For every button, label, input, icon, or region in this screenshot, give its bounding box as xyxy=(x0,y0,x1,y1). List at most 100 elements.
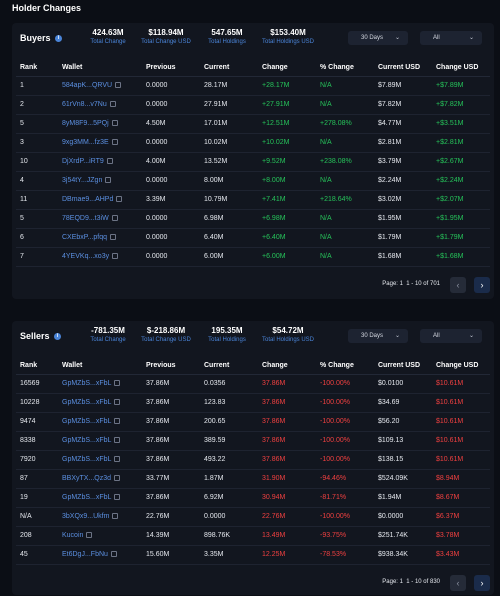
wallet-link[interactable]: Kucoin xyxy=(58,526,142,546)
wallet-link[interactable]: 3j54tY...JZgn xyxy=(58,171,142,191)
wallet-link[interactable]: 4YEVKq...xo3y xyxy=(58,247,142,267)
column-header-pct-change[interactable]: % Change xyxy=(316,358,374,375)
table-row[interactable]: 5 8yM8F9...5PQj 4.50M 17.01M +12.51M +278.08%… xyxy=(16,114,490,134)
chevron-left-icon[interactable]: ‹ xyxy=(450,277,466,293)
table-row[interactable]: 8338 GpMZbS...xFbL 37.86M 389.59 37.86M -100.… xyxy=(16,431,490,451)
wallet-link[interactable]: 9xg3MM...fz3E xyxy=(58,133,142,153)
column-header-previous[interactable]: Previous xyxy=(142,60,200,77)
column-header-pct-change[interactable]: % Change xyxy=(316,60,374,77)
wallet-link-text[interactable]: 3j54tY...JZgn xyxy=(62,177,103,184)
table-row[interactable]: 6 CXEbxP...pfqq 0.0000 6.40M +6.40M N/A $1.79M… xyxy=(16,228,490,248)
table-row[interactable]: 19 GpMZbS...xFbL 37.86M 6.92M 30.94M -81.71% $… xyxy=(16,488,490,508)
copy-icon[interactable] xyxy=(110,234,117,240)
wallet-link-text[interactable]: GpMZbS...xFbL xyxy=(62,380,112,387)
copy-icon[interactable] xyxy=(112,253,119,259)
copy-icon[interactable] xyxy=(111,120,118,126)
wallet-link[interactable]: 3bXQx9...Ukfm xyxy=(58,507,142,527)
wallet-link-text[interactable]: GpMZbS...xFbL xyxy=(62,399,112,406)
wallet-link[interactable]: 78EQD9...t3iW xyxy=(58,209,142,229)
copy-icon[interactable] xyxy=(115,82,122,88)
column-header-change-usd[interactable]: Change USD xyxy=(432,358,490,375)
table-row[interactable]: 5 78EQD9...t3iW 0.0000 6.98M +6.98M N/A $1.95M… xyxy=(16,209,490,229)
sellers-period-dropdown[interactable]: 30 Days ⌄ xyxy=(348,329,408,343)
wallet-link[interactable]: DBmae9...AHPd xyxy=(58,190,142,210)
table-row[interactable]: 208 Kucoin 14.39M 898.76K 13.49M -93.75% $251.… xyxy=(16,526,490,546)
wallet-link[interactable]: DjXrdP...iRT9 xyxy=(58,152,142,172)
column-header-rank[interactable]: Rank xyxy=(16,60,58,77)
copy-icon[interactable] xyxy=(106,158,113,164)
wallet-link-text[interactable]: GpMZbS...xFbL xyxy=(62,418,112,425)
table-row[interactable]: 7 4YEVKq...xo3y 0.0000 6.00M +6.00M N/A $1.68M… xyxy=(16,247,490,267)
column-header-current[interactable]: Current xyxy=(200,358,258,375)
wallet-link-text[interactable]: DBmae9...AHPd xyxy=(62,196,114,203)
column-header-change-usd[interactable]: Change USD xyxy=(432,60,490,77)
copy-icon[interactable] xyxy=(116,196,123,202)
wallet-link-text[interactable]: GpMZbS...xFbL xyxy=(62,494,112,501)
wallet-link[interactable]: 61rVn8...v7Nu xyxy=(58,95,142,115)
table-row[interactable]: 3 9xg3MM...fz3E 0.0000 10.02M +10.02M N/A $2.8… xyxy=(16,133,490,153)
table-row[interactable]: 87 BBXyTX...Qz3d 33.77M 1.87M 31.90M -94.46% $… xyxy=(16,469,490,489)
copy-icon[interactable] xyxy=(114,380,121,386)
copy-icon[interactable] xyxy=(114,494,121,500)
copy-icon[interactable] xyxy=(114,456,121,462)
copy-icon[interactable] xyxy=(86,532,93,538)
table-row[interactable]: 2 61rVn8...v7Nu 0.0000 27.91M +27.91M N/A $7.8… xyxy=(16,95,490,115)
wallet-link[interactable]: GpMZbS...xFbL xyxy=(58,393,142,413)
wallet-link-text[interactable]: CXEbxP...pfqq xyxy=(62,234,108,241)
wallet-link[interactable]: GpMZbS...xFbL xyxy=(58,450,142,470)
table-row[interactable]: 10 DjXrdP...iRT9 4.00M 13.52M +9.52M +238.08%… xyxy=(16,152,490,172)
copy-icon[interactable] xyxy=(110,551,117,557)
chevron-right-icon[interactable]: › xyxy=(474,277,490,293)
wallet-link-text[interactable]: DjXrdP...iRT9 xyxy=(62,158,104,165)
wallet-link-text[interactable]: GpMZbS...xFbL xyxy=(62,437,112,444)
wallet-link[interactable]: 584apK...QRVU xyxy=(58,76,142,96)
sellers-filter-dropdown[interactable]: All ⌄ xyxy=(420,329,482,343)
wallet-link-text[interactable]: Et6DgJ...FbNu xyxy=(62,551,108,558)
wallet-link[interactable]: GpMZbS...xFbL xyxy=(58,431,142,451)
info-icon[interactable]: i xyxy=(54,333,61,340)
table-row[interactable]: 10228 GpMZbS...xFbL 37.86M 123.83 37.86M -100… xyxy=(16,393,490,413)
table-row[interactable]: 16569 GpMZbS...xFbL 37.86M 0.0356 37.86M -100… xyxy=(16,374,490,394)
wallet-link-text[interactable]: BBXyTX...Qz3d xyxy=(62,475,112,482)
column-header-current[interactable]: Current xyxy=(200,60,258,77)
wallet-link[interactable]: Et6DgJ...FbNu xyxy=(58,545,142,565)
wallet-link[interactable]: GpMZbS...xFbL xyxy=(58,488,142,508)
chevron-left-icon[interactable]: ‹ xyxy=(450,575,466,591)
wallet-link-text[interactable]: 9xg3MM...fz3E xyxy=(62,139,109,146)
wallet-link-text[interactable]: 584apK...QRVU xyxy=(62,82,113,89)
table-row[interactable]: 4 3j54tY...JZgn 0.0000 8.00M +8.00M N/A $2.24M… xyxy=(16,171,490,191)
info-icon[interactable]: i xyxy=(55,35,62,42)
copy-icon[interactable] xyxy=(109,101,116,107)
copy-icon[interactable] xyxy=(114,399,121,405)
column-header-change[interactable]: Change xyxy=(258,60,316,77)
copy-icon[interactable] xyxy=(114,437,121,443)
wallet-link[interactable]: 8yM8F9...5PQj xyxy=(58,114,142,134)
column-header-current-usd[interactable]: Current USD xyxy=(374,358,432,375)
table-row[interactable]: 11 DBmae9...AHPd 3.39M 10.79M +7.41M +218.64%… xyxy=(16,190,490,210)
wallet-link[interactable]: CXEbxP...pfqq xyxy=(58,228,142,248)
wallet-link-text[interactable]: 78EQD9...t3iW xyxy=(62,215,109,222)
copy-icon[interactable] xyxy=(111,139,118,145)
chevron-right-icon[interactable]: › xyxy=(474,575,490,591)
table-row[interactable]: 9474 GpMZbS...xFbL 37.86M 200.65 37.86M -100.… xyxy=(16,412,490,432)
copy-icon[interactable] xyxy=(111,215,118,221)
copy-icon[interactable] xyxy=(105,177,112,183)
table-row[interactable]: N/A 3bXQx9...Ukfm 22.76M 0.0000 22.76M -100.0… xyxy=(16,507,490,527)
column-header-wallet[interactable]: Wallet xyxy=(58,358,142,375)
wallet-link[interactable]: BBXyTX...Qz3d xyxy=(58,469,142,489)
wallet-link[interactable]: GpMZbS...xFbL xyxy=(58,412,142,432)
column-header-rank[interactable]: Rank xyxy=(16,358,58,375)
table-row[interactable]: 1 584apK...QRVU 0.0000 28.17M +28.17M N/A $7.8… xyxy=(16,76,490,96)
buyers-period-dropdown[interactable]: 30 Days ⌄ xyxy=(348,31,408,45)
copy-icon[interactable] xyxy=(114,475,121,481)
table-row[interactable]: 7920 GpMZbS...xFbL 37.86M 493.22 37.86M -100.… xyxy=(16,450,490,470)
wallet-link-text[interactable]: 61rVn8...v7Nu xyxy=(62,101,107,108)
copy-icon[interactable] xyxy=(114,418,121,424)
wallet-link-text[interactable]: 3bXQx9...Ukfm xyxy=(62,513,110,520)
wallet-link-text[interactable]: Kucoin xyxy=(62,532,84,539)
wallet-link-text[interactable]: 8yM8F9...5PQj xyxy=(62,120,109,127)
column-header-previous[interactable]: Previous xyxy=(142,358,200,375)
column-header-wallet[interactable]: Wallet xyxy=(58,60,142,77)
table-row[interactable]: 45 Et6DgJ...FbNu 15.60M 3.35M 12.25M -78.53% $… xyxy=(16,545,490,565)
copy-icon[interactable] xyxy=(112,513,119,519)
